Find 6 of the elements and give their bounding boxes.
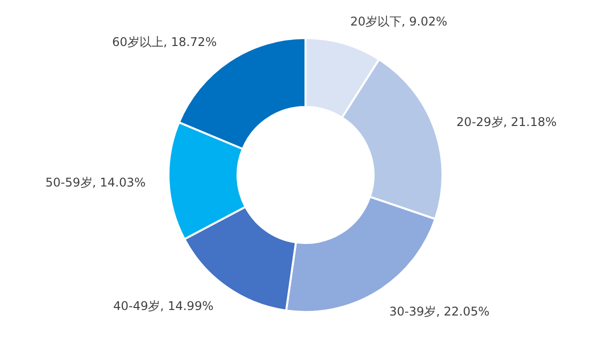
slice-label: 60岁以上, 18.72%	[112, 34, 217, 49]
slice-label: 20-29岁, 21.18%	[456, 114, 557, 129]
slice-label: 40-49岁, 14.99%	[113, 298, 214, 313]
slice-label: 30-39岁, 22.05%	[389, 304, 490, 318]
slice-label: 20岁以下, 9.02%	[350, 14, 448, 28]
slice-label: 50-59岁, 14.03%	[45, 175, 146, 190]
